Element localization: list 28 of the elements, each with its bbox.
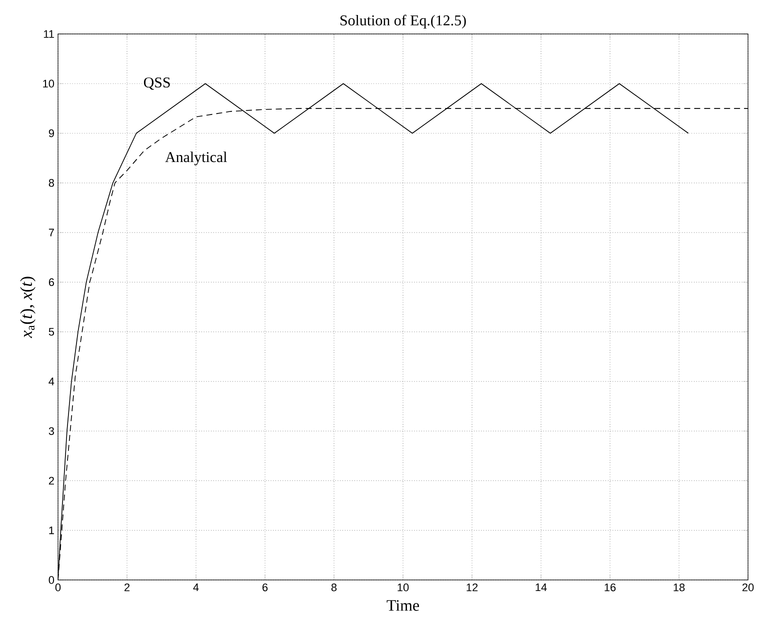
chart-title: Solution of Eq.(12.5) (340, 14, 466, 28)
series-label: Analytical (165, 152, 227, 166)
x-tick-label: 16 (604, 584, 616, 592)
y-tick-label: 4 (48, 378, 54, 386)
y-tick-label: 3 (48, 427, 54, 435)
x-tick-label: 6 (262, 584, 268, 592)
x-tick-label: 14 (536, 584, 547, 592)
x-axis-title: Time (386, 600, 419, 611)
x-tick-label: 18 (674, 584, 685, 592)
y-tick-label: 0 (48, 576, 54, 584)
series-label: QSS (144, 77, 170, 90)
y-tick-label: 7 (48, 228, 54, 236)
x-tick-label: 4 (193, 584, 199, 592)
text: x$_{a}$(t), x(t) (20, 276, 36, 338)
y-tick-label: 9 (48, 129, 54, 138)
y-tick-label: 8 (48, 179, 54, 187)
y-tick-label: 10 (43, 80, 54, 88)
x-tick-label: 0 (55, 584, 61, 592)
y-tick-label: 6 (48, 278, 54, 286)
y-tick-label: 2 (48, 476, 54, 485)
x-tick-label: 20 (742, 584, 754, 592)
x-tick-label: 12 (466, 584, 478, 592)
x-tick-label: 2 (124, 584, 130, 592)
y-tick-label: 5 (48, 328, 54, 336)
y-tick-label: 11 (44, 30, 54, 38)
y-tick-label: 1 (49, 526, 54, 534)
x-tick-label: 10 (398, 584, 409, 592)
x-tick-label: 8 (331, 584, 337, 592)
